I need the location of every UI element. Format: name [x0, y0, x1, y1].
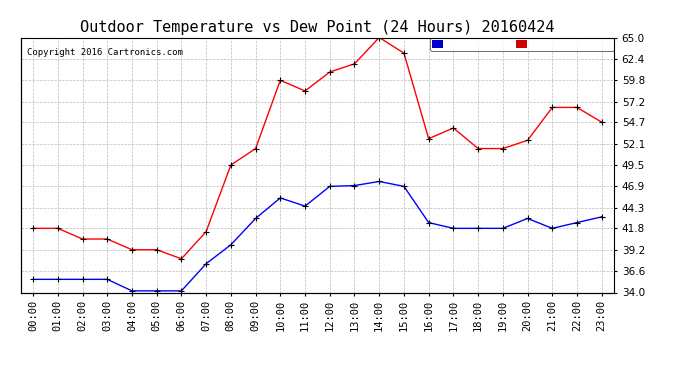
- Legend: Dew Point (°F), Temperature (°F): Dew Point (°F), Temperature (°F): [430, 38, 614, 51]
- Text: Copyright 2016 Cartronics.com: Copyright 2016 Cartronics.com: [27, 48, 183, 57]
- Title: Outdoor Temperature vs Dew Point (24 Hours) 20160424: Outdoor Temperature vs Dew Point (24 Hou…: [80, 20, 555, 35]
